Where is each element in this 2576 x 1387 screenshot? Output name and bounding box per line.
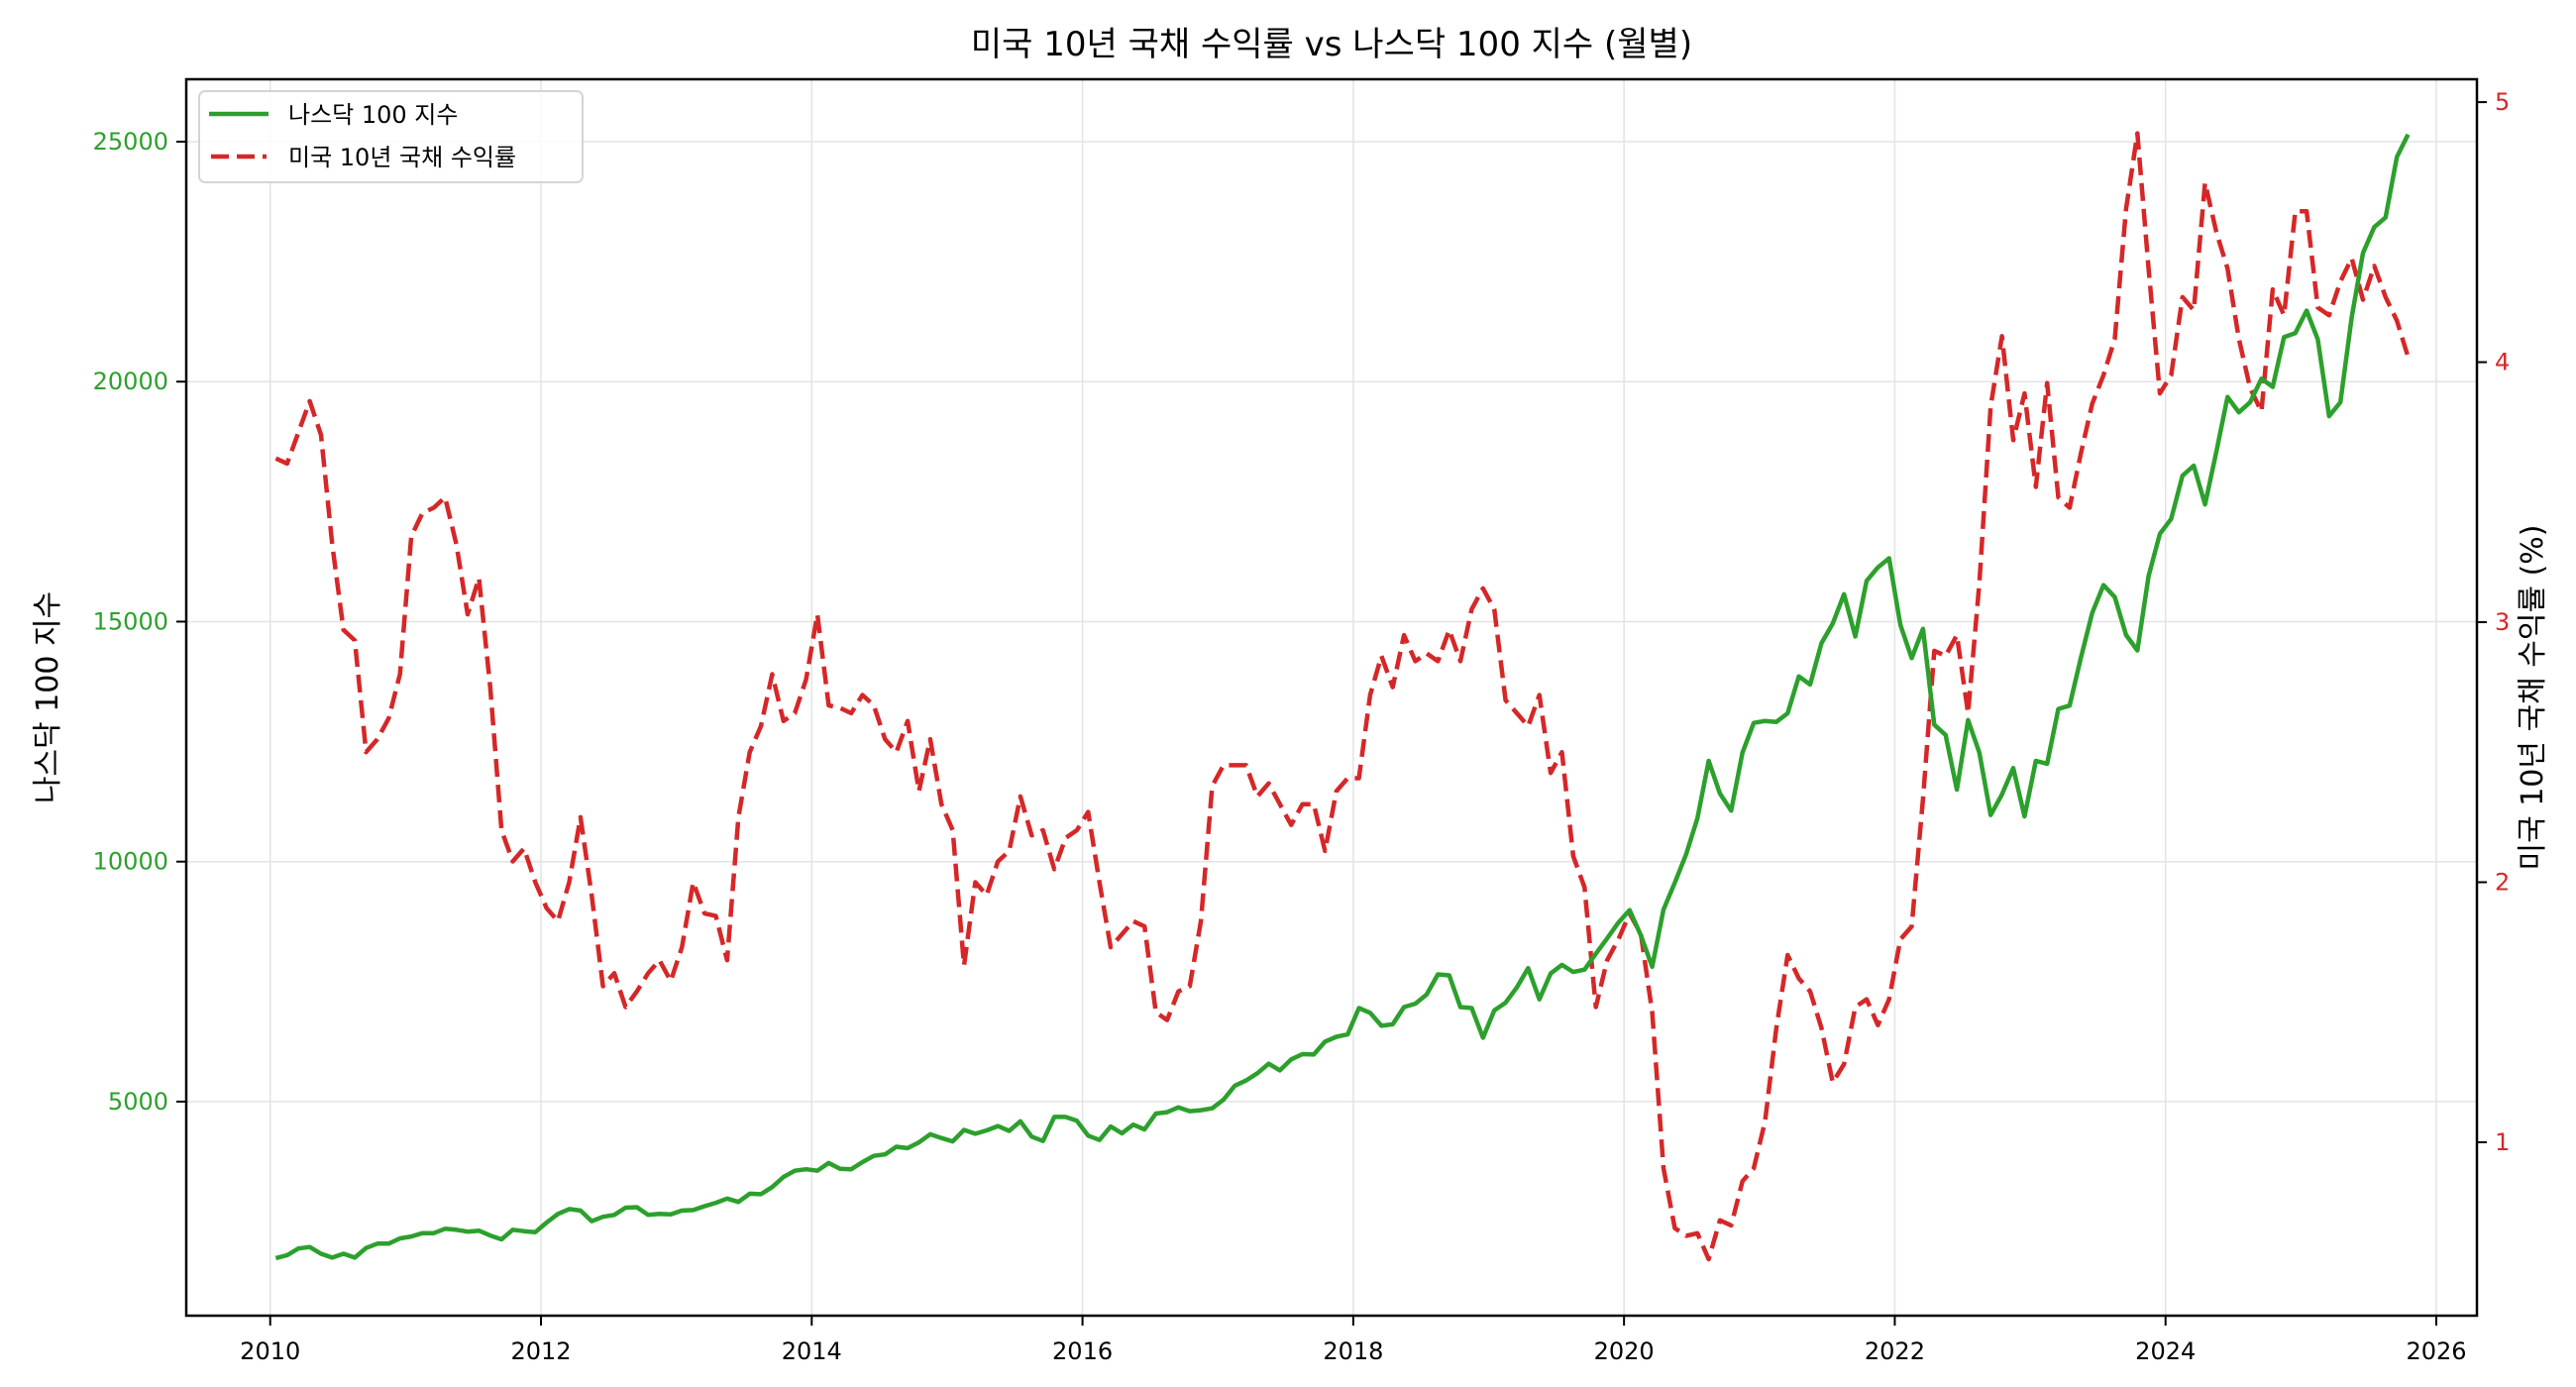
- legend: 나스닥 100 지수 미국 10년 국채 수익률: [198, 90, 584, 183]
- plot-area: [274, 131, 2411, 1262]
- x-tick-label: 2014: [782, 1337, 842, 1365]
- right-y-axis: 1 2 3 4 5: [2477, 88, 2510, 1156]
- right-y-axis-label: 미국 10년 국채 수익률 (%): [2516, 524, 2550, 870]
- left-tick-label: 5000: [108, 1088, 168, 1116]
- right-tick-label: 4: [2495, 349, 2510, 376]
- left-y-axis: 5000 10000 15000 20000 25000: [93, 128, 186, 1116]
- x-tick-label: 2012: [510, 1337, 571, 1365]
- x-tick-label: 2020: [1594, 1337, 1655, 1365]
- right-tick-label: 5: [2495, 88, 2510, 116]
- x-tick-label: 2010: [240, 1337, 300, 1365]
- x-axis: 2010 2012 2014 2016 2018 2020 2022 2024 2026: [240, 1316, 2467, 1365]
- right-tick-label: 3: [2495, 608, 2510, 636]
- x-tick-label: 2026: [2406, 1337, 2466, 1365]
- right-tick-label: 2: [2495, 868, 2510, 896]
- legend-box: [198, 90, 584, 183]
- treasury-yield-line: [274, 131, 2411, 1262]
- axes-frame: [184, 77, 2479, 1318]
- left-tick-label: 10000: [93, 848, 168, 876]
- x-tick-label: 2024: [2135, 1337, 2196, 1365]
- x-tick-label: 2016: [1052, 1337, 1113, 1365]
- left-y-axis-label: 나스닥 100 지수: [31, 591, 65, 803]
- x-tick-label: 2018: [1323, 1337, 1383, 1365]
- right-tick-label: 1: [2495, 1128, 2510, 1156]
- chart-title: 미국 10년 국채 수익률 vs 나스닥 100 지수 (월별): [971, 25, 1692, 64]
- left-tick-label: 20000: [93, 368, 168, 395]
- nasdaq-line: [274, 133, 2411, 1261]
- legend-treasury-label: 미국 10년 국채 수익률: [288, 144, 516, 171]
- left-tick-label: 15000: [93, 607, 168, 635]
- gridlines: [186, 79, 2477, 1316]
- left-tick-label: 25000: [93, 128, 168, 156]
- legend-nasdaq-label: 나스닥 100 지수: [288, 101, 458, 129]
- x-tick-label: 2022: [1865, 1337, 1925, 1365]
